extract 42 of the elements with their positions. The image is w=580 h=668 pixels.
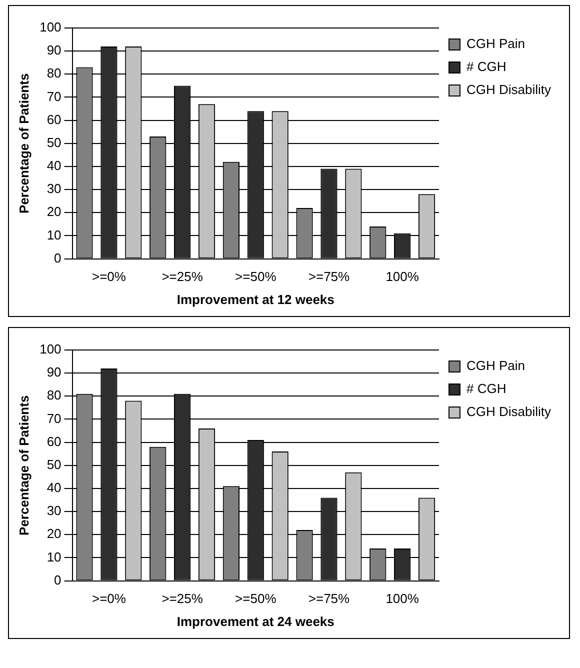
- x-tick-label: >=75%: [308, 591, 350, 606]
- y-tick-label: 80: [46, 66, 62, 81]
- legend-label: # CGH: [466, 59, 506, 74]
- y-tick-label: 40: [46, 158, 62, 174]
- y-tick-label: 20: [46, 204, 62, 220]
- y-tick-label: 0: [54, 250, 62, 266]
- y-tick-label: 50: [46, 456, 62, 472]
- legend-label: CGH Disability: [466, 82, 552, 98]
- x-tick-label: >=75%: [308, 269, 350, 284]
- legend-label: CGH Disability: [466, 404, 552, 420]
- y-tick-label: 0: [54, 572, 62, 588]
- y-tick-label: 70: [46, 410, 62, 426]
- y-tick-label: 30: [46, 503, 62, 518]
- y-tick-label: 50: [46, 134, 62, 150]
- y-tick-label: 100: [40, 20, 62, 35]
- x-tick-label: >=50%: [235, 591, 277, 606]
- y-tick-label: 10: [46, 549, 62, 564]
- y-axis-title: Percentage of Patients: [16, 395, 32, 536]
- x-tick-label: 100%: [386, 591, 420, 606]
- y-tick-label: 70: [46, 88, 62, 104]
- legend-label: # CGH: [466, 381, 506, 396]
- y-tick-label: 80: [46, 388, 62, 403]
- y-tick-label: 60: [46, 434, 62, 449]
- y-tick-label: 30: [46, 181, 62, 196]
- y-axis-title: Percentage of Patients: [16, 73, 32, 214]
- legend-label: CGH Pain: [466, 36, 526, 52]
- y-tick-label: 40: [46, 480, 62, 496]
- x-tick-label: 100%: [386, 269, 420, 284]
- legend-label: CGH Pain: [466, 358, 526, 374]
- y-tick-label: 100: [40, 342, 62, 357]
- y-tick-label: 20: [46, 526, 62, 542]
- x-tick-label: >=25%: [162, 269, 204, 284]
- x-tick-label: >=25%: [162, 591, 204, 606]
- y-tick-label: 90: [46, 364, 62, 380]
- y-tick-label: 90: [46, 42, 62, 58]
- y-tick-label: 60: [46, 112, 62, 127]
- x-axis-title: Improvement at 24 weeks: [176, 614, 334, 629]
- x-tick-label: >=50%: [235, 269, 277, 284]
- x-tick-label: >=0%: [92, 591, 126, 606]
- y-tick-label: 10: [46, 227, 62, 242]
- x-axis-title: Improvement at 12 weeks: [176, 292, 334, 307]
- x-tick-label: >=0%: [92, 269, 126, 284]
